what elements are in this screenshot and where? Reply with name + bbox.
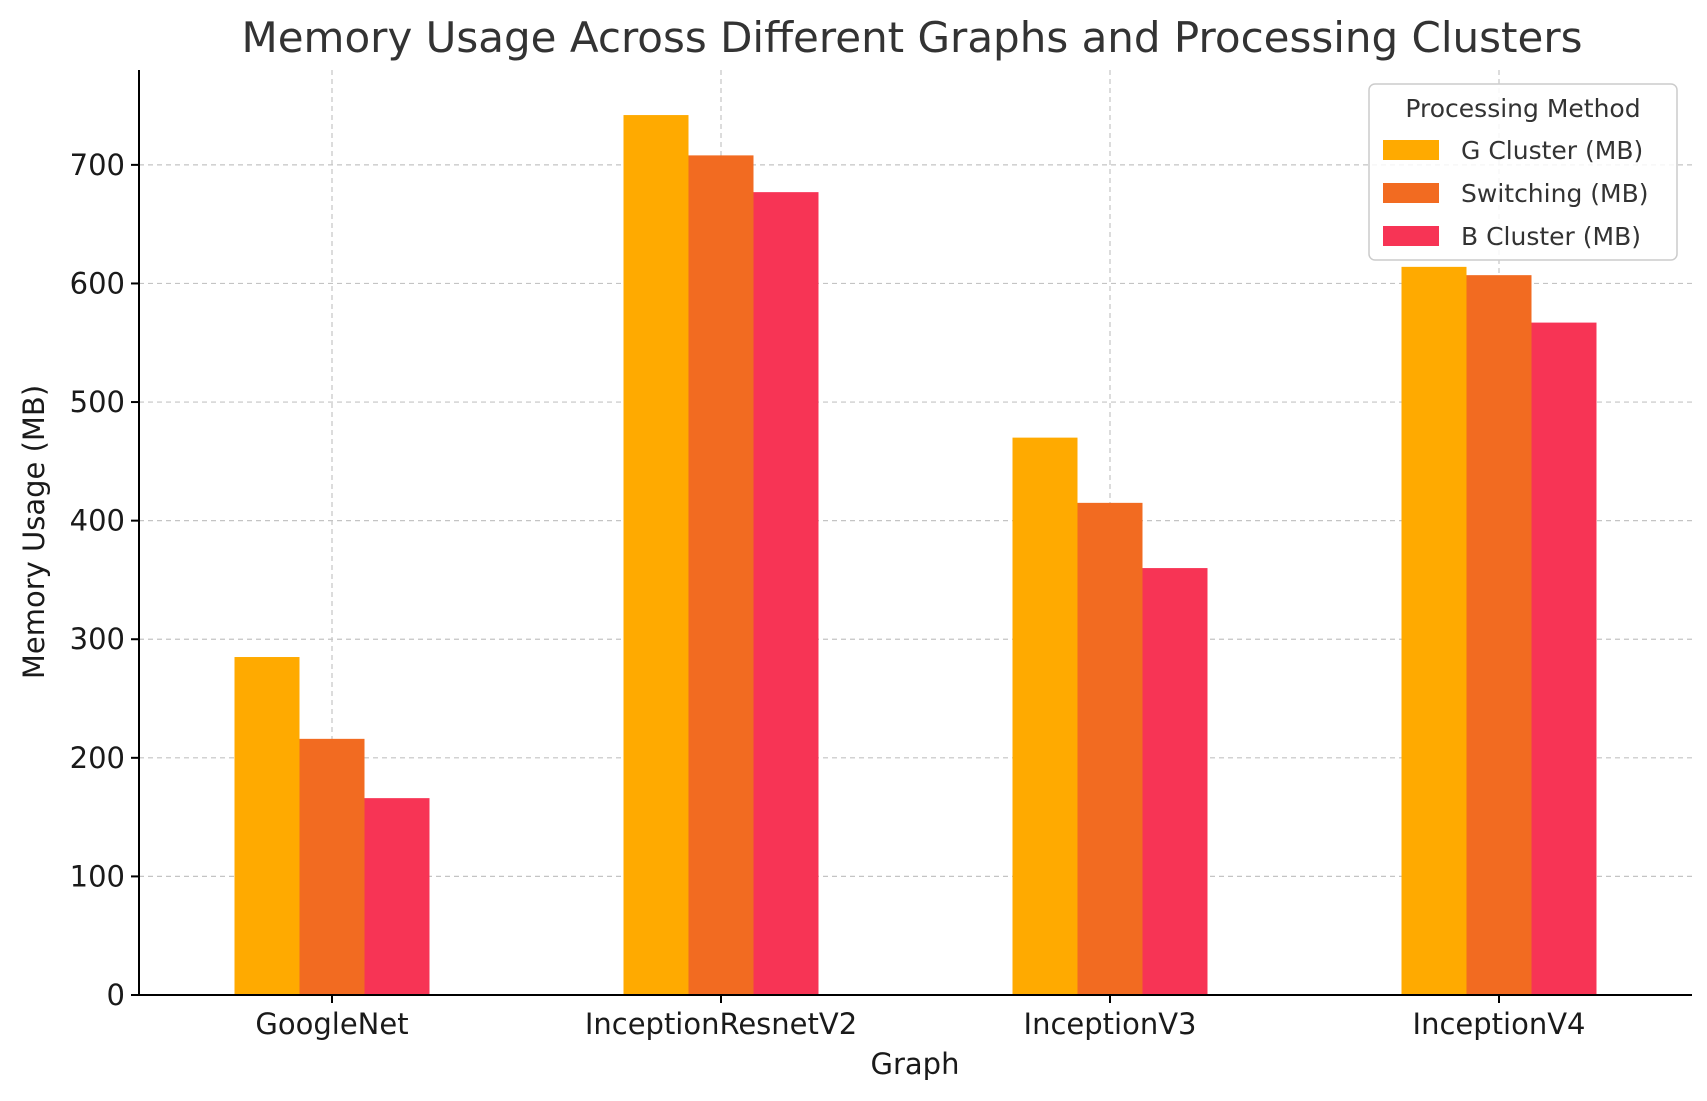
bar-switching-inceptionv4 [1466, 275, 1532, 995]
legend-entry-label: G Cluster (MB) [1461, 136, 1643, 165]
legend-swatch [1383, 140, 1439, 160]
legend-entry-label: Switching (MB) [1461, 179, 1649, 208]
legend-entry-label: B Cluster (MB) [1461, 222, 1641, 251]
legend-swatch [1383, 183, 1439, 203]
legend-swatch [1383, 226, 1439, 246]
legend-box [1368, 83, 1678, 261]
bar-g-googlenet [234, 657, 300, 995]
y-ticks: 0 100 200 300 400 500 600 700 [70, 148, 139, 1012]
bars [234, 115, 1597, 996]
bar-switching-inceptionv3 [1077, 502, 1143, 995]
x-tick-label: InceptionResnetV2 [585, 1007, 857, 1041]
bar-b-inceptionv3 [1142, 568, 1208, 995]
bar-g-inceptionv3 [1012, 437, 1078, 996]
legend-items: G Cluster (MB) Switching (MB) B Cluster (M… [1383, 136, 1649, 251]
axes [138, 70, 1692, 996]
bar-b-inceptionresnetv2 [753, 192, 819, 995]
x-ticks: GoogleNet InceptionResnetV2 InceptionV3 Inc… [255, 995, 1585, 1041]
y-tick-label: 0 [107, 978, 125, 1012]
y-tick-label: 300 [70, 622, 125, 656]
y-tick-label: 500 [70, 385, 125, 419]
y-tick-label: 600 [70, 266, 125, 300]
x-tick-label: GoogleNet [255, 1007, 408, 1041]
bar-b-inceptionv4 [1531, 322, 1597, 995]
x-tick-label: InceptionV4 [1413, 1007, 1586, 1041]
y-tick-label: 100 [70, 859, 125, 893]
bar-g-inceptionresnetv2 [623, 115, 689, 996]
y-tick-label: 700 [70, 148, 125, 182]
x-tick-label: InceptionV3 [1024, 1007, 1197, 1041]
y-axis-label: Memory Usage (MB) [17, 385, 51, 679]
bar-b-googlenet [364, 798, 430, 995]
y-tick-label: 400 [70, 504, 125, 538]
bar-switching-inceptionresnetv2 [688, 155, 754, 995]
y-tick-label: 200 [70, 741, 125, 775]
legend: Processing Method G Cluster (MB) Switchin… [1368, 83, 1678, 261]
legend-title: Processing Method [1405, 94, 1640, 123]
bar-g-inceptionv4 [1401, 266, 1467, 995]
bar-switching-googlenet [299, 738, 365, 995]
chart-title: Memory Usage Across Different Graphs and… [241, 13, 1582, 62]
x-axis-label: Graph [871, 1047, 960, 1081]
